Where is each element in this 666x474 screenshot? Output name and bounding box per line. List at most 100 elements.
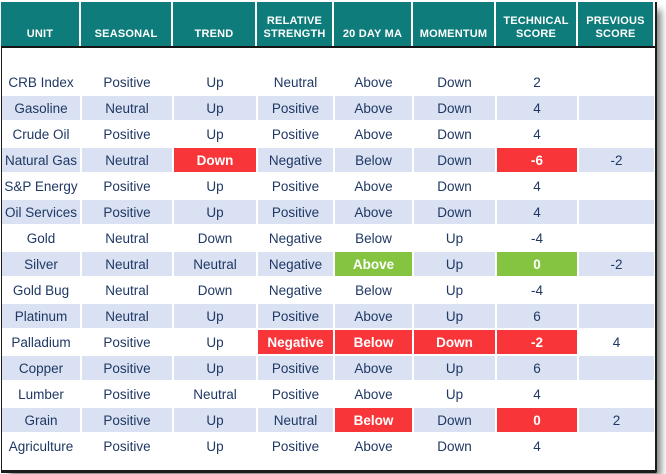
- cell-previous-score: 2: [579, 408, 654, 432]
- cell-relative-strength: Negative: [258, 148, 333, 172]
- cell-seasonal: Positive: [82, 200, 172, 224]
- cell-previous-score: -2: [579, 148, 654, 172]
- cell-20-day-ma: Above: [335, 434, 412, 458]
- cell-momentum: Up: [414, 304, 495, 328]
- column-header-seasonal: SEASONAL: [81, 2, 171, 46]
- cell-previous-score: [579, 226, 654, 250]
- cell-trend: Up: [174, 174, 256, 198]
- cell-unit: Crude Oil: [2, 122, 80, 146]
- cell-trend: Up: [174, 122, 256, 146]
- cell-technical-score: 4: [497, 122, 577, 146]
- cell-20-day-ma: Above: [335, 382, 412, 406]
- table-row: CRB Index Positive Up Neutral Above Down 2: [2, 70, 655, 94]
- cell-momentum: Down: [414, 408, 495, 432]
- table-row: Crude Oil Positive Up Positive Above Down 4: [2, 122, 655, 146]
- cell-relative-strength: Positive: [258, 356, 333, 380]
- table-row: Natural Gas Neutral Down Negative Below Down -…: [2, 148, 655, 172]
- column-header-momentum: MOMENTUM: [413, 2, 494, 46]
- cell-momentum: Down: [414, 96, 495, 120]
- cell-trend: Down: [174, 278, 256, 302]
- cell-previous-score: [579, 434, 654, 458]
- cell-technical-score: 0: [497, 408, 577, 432]
- cell-unit: Gold: [2, 226, 80, 250]
- cell-relative-strength: Positive: [258, 382, 333, 406]
- table-row: S&P Energy Positive Up Positive Above Down 4: [2, 174, 655, 198]
- technical-scores-table: UNIT SEASONAL TREND RELATIVE STRENGTH 20…: [1, 2, 657, 473]
- cell-relative-strength: Positive: [258, 304, 333, 328]
- cell-unit: Oil Services: [2, 200, 80, 224]
- cell-seasonal: Neutral: [82, 252, 172, 276]
- table-body-area: CRB Index Positive Up Neutral Above Down 2 Gaso…: [1, 48, 655, 470]
- cell-momentum: Up: [414, 356, 495, 380]
- cell-unit: Palladium: [2, 330, 80, 354]
- cell-trend: Up: [174, 434, 256, 458]
- cell-seasonal: Positive: [82, 174, 172, 198]
- cell-previous-score: -2: [579, 252, 654, 276]
- cell-seasonal: Positive: [82, 122, 172, 146]
- cell-momentum: Down: [414, 174, 495, 198]
- cell-seasonal: Neutral: [82, 304, 172, 328]
- cell-unit: Grain: [2, 408, 80, 432]
- cell-previous-score: [579, 278, 654, 302]
- column-header-trend: TREND: [173, 2, 255, 46]
- cell-previous-score: [579, 122, 654, 146]
- cell-seasonal: Positive: [82, 70, 172, 94]
- cell-seasonal: Positive: [82, 434, 172, 458]
- cell-trend: Up: [174, 356, 256, 380]
- table-row: Oil Services Positive Up Positive Above Down 4: [2, 200, 655, 224]
- cell-previous-score: [579, 96, 654, 120]
- cell-unit: Gold Bug: [2, 278, 80, 302]
- cell-momentum: Up: [414, 252, 495, 276]
- cell-20-day-ma: Above: [335, 174, 412, 198]
- cell-relative-strength: Negative: [258, 226, 333, 250]
- header-divider: [1, 46, 655, 48]
- cell-relative-strength: Neutral: [258, 408, 333, 432]
- cell-seasonal: Positive: [82, 408, 172, 432]
- cell-relative-strength: Positive: [258, 434, 333, 458]
- cell-20-day-ma: Below: [335, 226, 412, 250]
- cell-20-day-ma: Above: [335, 356, 412, 380]
- cell-technical-score: -4: [497, 226, 577, 250]
- cell-unit: Copper: [2, 356, 80, 380]
- cell-technical-score: 4: [497, 96, 577, 120]
- cell-technical-score: -4: [497, 278, 577, 302]
- cell-unit: S&P Energy: [2, 174, 80, 198]
- cell-technical-score: -6: [497, 148, 577, 172]
- cell-technical-score: 6: [497, 304, 577, 328]
- cell-20-day-ma: Above: [335, 96, 412, 120]
- column-header-technical-score: TECHNICAL SCORE: [496, 2, 576, 46]
- table-row: Agriculture Positive Up Positive Above Down 4: [2, 434, 655, 458]
- cell-20-day-ma: Below: [335, 278, 412, 302]
- cell-momentum: Up: [414, 278, 495, 302]
- cell-trend: Neutral: [174, 382, 256, 406]
- cell-previous-score: [579, 70, 654, 94]
- cell-unit: Natural Gas: [2, 148, 80, 172]
- cell-seasonal: Positive: [82, 382, 172, 406]
- cell-trend: Down: [174, 148, 256, 172]
- top-spacer-row: [2, 48, 655, 70]
- cell-relative-strength: Positive: [258, 96, 333, 120]
- cell-previous-score: [579, 200, 654, 224]
- cell-unit: Lumber: [2, 382, 80, 406]
- cell-trend: Up: [174, 70, 256, 94]
- cell-technical-score: 6: [497, 356, 577, 380]
- cell-previous-score: [579, 382, 654, 406]
- table-row: Gold Neutral Down Negative Below Up -4: [2, 226, 655, 250]
- table-row: Gasoline Neutral Up Positive Above Down 4: [2, 96, 655, 120]
- cell-relative-strength: Negative: [258, 330, 333, 354]
- column-header-previous-score: PREVIOUS SCORE: [578, 2, 653, 46]
- cell-technical-score: 4: [497, 434, 577, 458]
- cell-seasonal: Neutral: [82, 278, 172, 302]
- cell-relative-strength: Negative: [258, 278, 333, 302]
- cell-trend: Up: [174, 330, 256, 354]
- cell-technical-score: 4: [497, 200, 577, 224]
- cell-previous-score: [579, 356, 654, 380]
- cell-20-day-ma: Above: [335, 70, 412, 94]
- cell-trend: Up: [174, 96, 256, 120]
- cell-momentum: Down: [414, 70, 495, 94]
- cell-momentum: Down: [414, 434, 495, 458]
- table-body: CRB Index Positive Up Neutral Above Down 2 Gaso…: [2, 70, 655, 458]
- cell-seasonal: Positive: [82, 356, 172, 380]
- cell-unit: Silver: [2, 252, 80, 276]
